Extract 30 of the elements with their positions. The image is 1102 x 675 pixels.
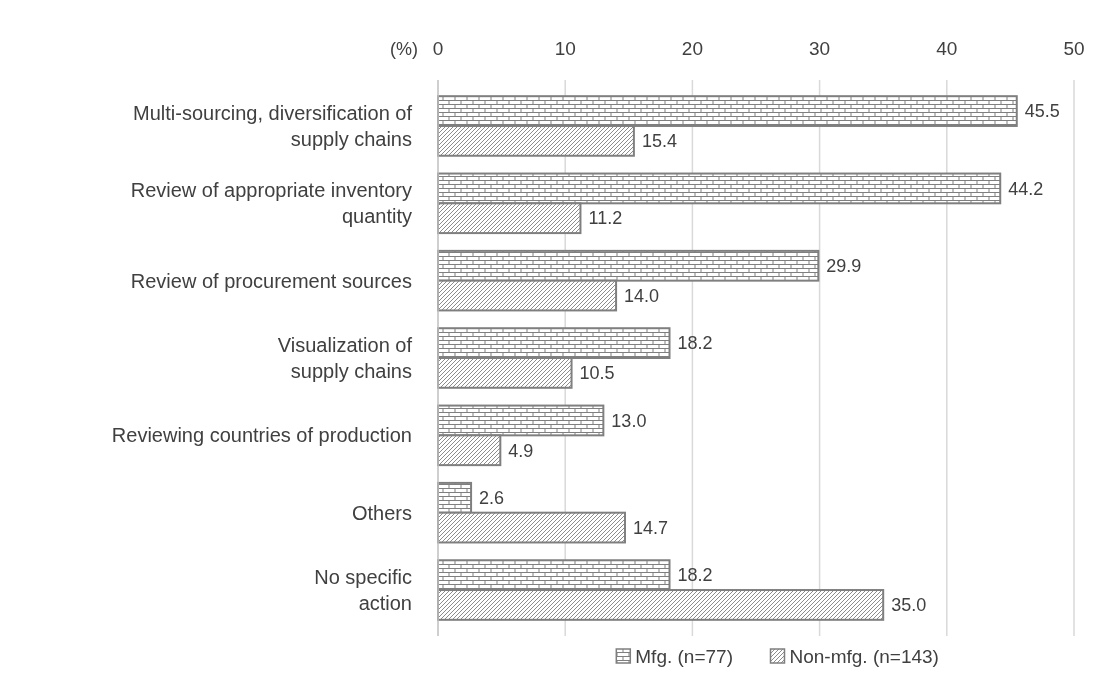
data-label: 11.2 xyxy=(588,208,623,229)
data-label: 13.0 xyxy=(611,410,647,431)
legend-label: Mfg. (n=77) xyxy=(635,645,733,667)
data-label: 45.5 xyxy=(1024,101,1060,122)
x-axis-title: (%) xyxy=(390,39,418,59)
y-tick-label: Others xyxy=(351,501,412,524)
data-label: 15.4 xyxy=(641,131,677,152)
x-tick-label: 20 xyxy=(681,38,703,59)
legend-label: Non-mfg. (n=143) xyxy=(789,645,939,667)
data-label: 44.2 xyxy=(1008,178,1044,199)
data-label: 18.2 xyxy=(677,565,713,586)
data-label: 2.6 xyxy=(479,488,505,509)
data-label: 18.2 xyxy=(677,333,713,354)
x-tick-label: 50 xyxy=(1063,38,1085,59)
data-label: 14.0 xyxy=(624,285,660,306)
y-tick-label: Visualization of supply chains xyxy=(277,334,413,382)
y-tick-label: Reviewing countries of production xyxy=(111,424,412,447)
data-label: 35.0 xyxy=(891,595,927,616)
y-tick-label: Review of procurement sources xyxy=(130,269,412,292)
y-tick-label: No specific action xyxy=(314,566,412,615)
data-label: 14.7 xyxy=(632,517,669,538)
y-tick-label: Review of appropriate inventory quantity xyxy=(130,179,412,228)
y-tick-label: Multi-sourcing, diversification of supply chains xyxy=(133,101,413,150)
data-label: 10.5 xyxy=(579,363,615,384)
x-tick-label: 0 xyxy=(432,38,444,59)
x-tick-label: 30 xyxy=(809,38,831,59)
x-tick-label: 40 xyxy=(936,38,958,59)
x-tick-label: 10 xyxy=(554,38,576,59)
data-label: 29.9 xyxy=(826,256,862,277)
data-label: 4.9 xyxy=(508,440,534,461)
